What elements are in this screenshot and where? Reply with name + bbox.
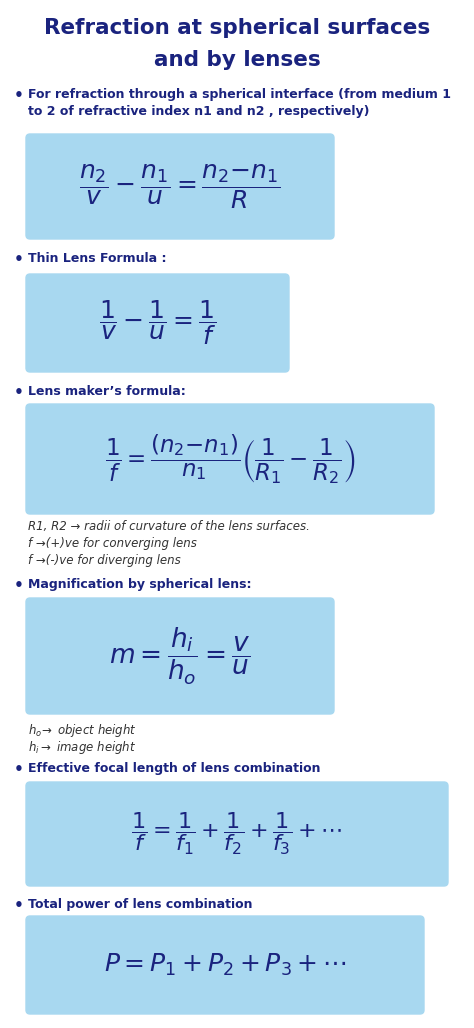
FancyBboxPatch shape xyxy=(26,782,448,886)
FancyBboxPatch shape xyxy=(26,134,334,238)
FancyBboxPatch shape xyxy=(26,598,334,714)
Text: •: • xyxy=(14,762,24,777)
FancyBboxPatch shape xyxy=(26,274,289,372)
Text: Lens maker’s formula:: Lens maker’s formula: xyxy=(28,386,186,398)
Text: $h_o\!\rightarrow$ object height: $h_o\!\rightarrow$ object height xyxy=(28,722,137,739)
Text: $\dfrac{n_2}{v} - \dfrac{n_1}{u} = \dfrac{n_2{-}n_1}{R}$: $\dfrac{n_2}{v} - \dfrac{n_1}{u} = \dfra… xyxy=(79,162,281,211)
Text: •: • xyxy=(14,578,24,593)
Text: f →(-)ve for diverging lens: f →(-)ve for diverging lens xyxy=(28,554,181,567)
Text: Refraction at spherical surfaces: Refraction at spherical surfaces xyxy=(44,19,430,38)
Text: $P = P_1 + P_2 + P_3 +\cdots$: $P = P_1 + P_2 + P_3 +\cdots$ xyxy=(104,952,346,978)
Text: $m = \dfrac{h_i}{h_o} = \dfrac{v}{u}$: $m = \dfrac{h_i}{h_o} = \dfrac{v}{u}$ xyxy=(109,625,251,687)
Text: •: • xyxy=(14,898,24,913)
Text: $\dfrac{1}{f} = \dfrac{1}{f_1} + \dfrac{1}{f_2} + \dfrac{1}{f_3} + \cdots$: $\dfrac{1}{f} = \dfrac{1}{f_1} + \dfrac{… xyxy=(131,811,343,857)
Text: Magnification by spherical lens:: Magnification by spherical lens: xyxy=(28,578,252,591)
Text: Effective focal length of lens combination: Effective focal length of lens combinati… xyxy=(28,762,320,775)
FancyBboxPatch shape xyxy=(26,404,434,514)
Text: •: • xyxy=(14,252,24,267)
Text: Thin Lens Formula :: Thin Lens Formula : xyxy=(28,252,166,265)
Text: $\dfrac{1}{f} = \dfrac{(n_2{-}n_1)}{n_1} \left(\dfrac{1}{R_1} - \dfrac{1}{R_2}\r: $\dfrac{1}{f} = \dfrac{(n_2{-}n_1)}{n_1}… xyxy=(105,432,355,486)
Text: R1, R2 → radii of curvature of the lens surfaces.: R1, R2 → radii of curvature of the lens … xyxy=(28,520,310,533)
Text: •: • xyxy=(14,386,24,400)
Text: For refraction through a spherical interface (from medium 1
to 2 of refractive i: For refraction through a spherical inter… xyxy=(28,88,451,118)
Text: f →(+)ve for converging lens: f →(+)ve for converging lens xyxy=(28,537,197,550)
Text: $\dfrac{1}{v} - \dfrac{1}{u} = \dfrac{1}{f}$: $\dfrac{1}{v} - \dfrac{1}{u} = \dfrac{1}… xyxy=(99,298,216,347)
FancyBboxPatch shape xyxy=(26,916,424,1014)
Text: $h_i \rightarrow$ image height: $h_i \rightarrow$ image height xyxy=(28,739,137,756)
Text: Total power of lens combination: Total power of lens combination xyxy=(28,898,253,911)
Text: and by lenses: and by lenses xyxy=(154,50,320,70)
Text: •: • xyxy=(14,88,24,103)
